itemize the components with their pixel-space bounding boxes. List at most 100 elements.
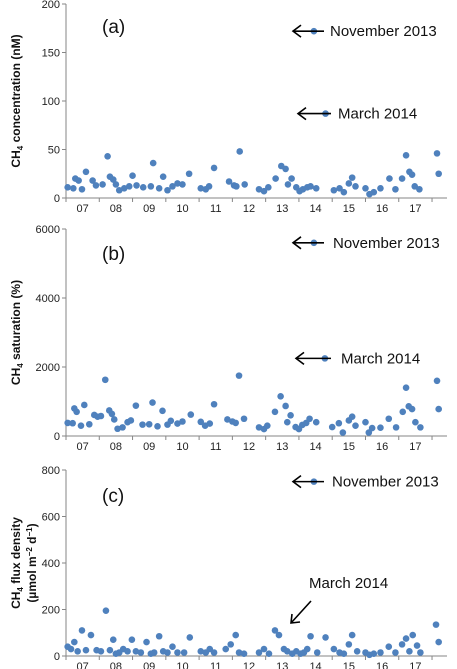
x-tick-label: 12 bbox=[243, 203, 255, 215]
data-point bbox=[377, 649, 384, 656]
data-point bbox=[352, 183, 359, 190]
y-tick-label: 100 bbox=[42, 96, 60, 108]
data-point bbox=[330, 645, 338, 653]
x-tick-label: 16 bbox=[376, 203, 388, 215]
data-point bbox=[133, 182, 140, 189]
data-point bbox=[210, 649, 218, 656]
x-tick-label: 17 bbox=[409, 441, 421, 453]
y-tick-label: 2000 bbox=[36, 362, 60, 374]
annotation-arrowhead bbox=[290, 613, 301, 624]
data-point bbox=[392, 424, 400, 431]
data-point bbox=[240, 650, 248, 657]
data-point bbox=[155, 185, 163, 192]
data-point bbox=[169, 183, 176, 190]
x-tick-label: 17 bbox=[409, 661, 421, 669]
data-point bbox=[287, 412, 294, 419]
data-point bbox=[174, 180, 181, 187]
data-point bbox=[132, 402, 140, 409]
data-point bbox=[180, 649, 188, 656]
data-point bbox=[97, 648, 105, 655]
data-point bbox=[386, 175, 393, 182]
data-point bbox=[235, 649, 243, 656]
data-point bbox=[78, 627, 86, 634]
data-point bbox=[345, 180, 353, 187]
data-point bbox=[124, 648, 131, 655]
data-point bbox=[307, 632, 314, 640]
data-point bbox=[174, 649, 181, 656]
data-point bbox=[435, 170, 442, 178]
x-tick-label: 14 bbox=[309, 661, 321, 669]
y-tick-label: 50 bbox=[48, 145, 60, 157]
y-tick-label: 400 bbox=[42, 558, 60, 570]
data-point bbox=[282, 165, 289, 173]
data-point bbox=[233, 183, 240, 190]
data-point bbox=[67, 645, 75, 653]
panel-a: 0 50 100 150 200 07 08 09 10 11 12 13 14 15 16 17 CH4 co… bbox=[9, 0, 447, 215]
data-point bbox=[150, 649, 158, 656]
data-point bbox=[125, 183, 133, 190]
data-point bbox=[78, 185, 86, 193]
data-point bbox=[92, 182, 100, 189]
annotation-label: March 2014 bbox=[338, 106, 417, 123]
data-point bbox=[435, 405, 442, 413]
data-point bbox=[159, 407, 166, 415]
x-tick-label: 13 bbox=[276, 203, 288, 215]
data-point bbox=[77, 422, 85, 429]
data-point bbox=[206, 420, 214, 427]
data-point bbox=[392, 649, 399, 656]
data-point bbox=[235, 372, 243, 379]
data-point bbox=[340, 188, 348, 196]
data-point bbox=[89, 177, 96, 184]
data-point bbox=[110, 416, 118, 423]
data-point bbox=[197, 418, 205, 426]
data-point bbox=[132, 648, 140, 655]
data-point bbox=[145, 420, 153, 428]
data-point bbox=[433, 150, 441, 157]
data-point bbox=[164, 186, 171, 194]
data-point bbox=[179, 181, 186, 188]
data-point bbox=[362, 418, 369, 426]
data-point bbox=[70, 185, 77, 192]
data-point bbox=[283, 648, 291, 655]
data-point bbox=[385, 415, 393, 423]
y-tick-label: 0 bbox=[54, 193, 60, 205]
x-tick-label: 11 bbox=[210, 661, 221, 669]
data-point bbox=[377, 424, 384, 432]
data-point bbox=[108, 410, 116, 418]
data-point bbox=[322, 634, 329, 641]
y-tick-label: 0 bbox=[54, 431, 60, 443]
data-point bbox=[313, 649, 321, 656]
data-point bbox=[241, 181, 248, 188]
data-point bbox=[127, 417, 135, 424]
data-point bbox=[114, 425, 121, 433]
data-point bbox=[155, 632, 163, 640]
data-point bbox=[328, 423, 336, 431]
data-point bbox=[284, 181, 292, 188]
data-point bbox=[81, 401, 88, 409]
data-point bbox=[185, 170, 193, 178]
data-point bbox=[87, 631, 95, 639]
data-point bbox=[307, 183, 314, 190]
y-tick-label: 150 bbox=[42, 48, 60, 60]
x-tick-label: 07 bbox=[77, 203, 89, 215]
data-point bbox=[85, 420, 93, 428]
x-tick-label: 15 bbox=[343, 441, 355, 453]
data-point bbox=[398, 641, 406, 648]
data-point bbox=[264, 422, 271, 429]
data-point bbox=[197, 185, 205, 192]
data-point bbox=[312, 418, 320, 426]
data-point bbox=[288, 175, 295, 182]
x-tick-label: 09 bbox=[143, 661, 155, 669]
data-point bbox=[255, 424, 263, 431]
x-tick-label: 10 bbox=[176, 661, 188, 669]
y-tick-label: 4000 bbox=[36, 293, 60, 305]
data-point bbox=[164, 649, 171, 656]
data-point bbox=[236, 148, 243, 155]
data-point bbox=[272, 175, 279, 182]
data-point bbox=[303, 645, 311, 653]
x-tick-label: 14 bbox=[309, 203, 321, 215]
data-point bbox=[265, 650, 273, 657]
data-point bbox=[109, 176, 117, 183]
data-point bbox=[282, 402, 289, 410]
data-point bbox=[413, 642, 421, 649]
